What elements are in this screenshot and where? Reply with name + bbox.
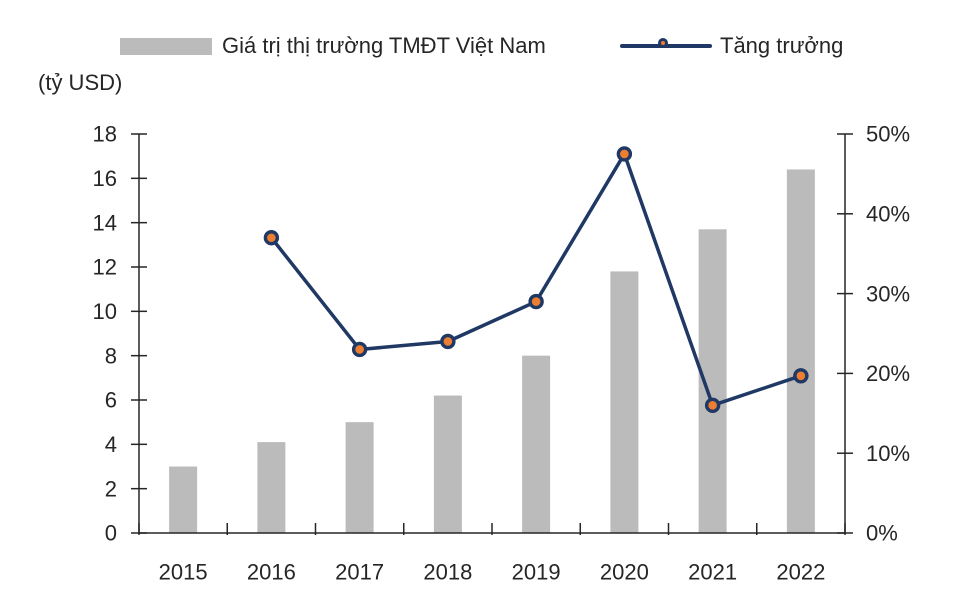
legend-bar-label: Giá trị thị trường TMĐT Việt Nam bbox=[222, 33, 546, 58]
bar-2019 bbox=[522, 355, 551, 533]
x-label-2019: 2019 bbox=[512, 560, 561, 585]
left-tick-label-0: 0 bbox=[105, 521, 117, 546]
x-label-2015: 2015 bbox=[159, 560, 208, 585]
right-tick-label-10%: 10% bbox=[866, 441, 910, 466]
right-tick-label-20%: 20% bbox=[866, 361, 910, 386]
marker-2019 bbox=[528, 293, 544, 310]
marker-2020 bbox=[616, 146, 633, 162]
bar-2020 bbox=[610, 271, 639, 533]
legend-bar-swatch bbox=[120, 38, 212, 55]
left-tick-label-12: 12 bbox=[93, 255, 117, 280]
right-tick-label-40%: 40% bbox=[866, 202, 910, 227]
x-label-2021: 2021 bbox=[688, 560, 737, 585]
marker-2021 bbox=[704, 397, 721, 414]
legend-item-market-value: Giá trị thị trường TMĐT Việt Nam bbox=[222, 33, 546, 59]
x-label-2017: 2017 bbox=[335, 560, 384, 585]
legend-line-swatch bbox=[620, 31, 712, 61]
x-label-2022: 2022 bbox=[776, 560, 825, 585]
legend-line-label: Tăng trưởng bbox=[720, 33, 844, 58]
x-label-2016: 2016 bbox=[247, 560, 296, 585]
legend-item-growth: Tăng trưởng bbox=[720, 33, 843, 59]
left-tick-label-2: 2 bbox=[105, 476, 117, 501]
marker-2022 bbox=[793, 368, 809, 384]
left-tick-label-8: 8 bbox=[105, 343, 117, 368]
marker-2018 bbox=[440, 333, 456, 350]
marker-2017 bbox=[351, 341, 368, 358]
x-label-2018: 2018 bbox=[423, 560, 472, 585]
left-tick-label-6: 6 bbox=[105, 388, 117, 413]
x-label-2020: 2020 bbox=[600, 560, 649, 585]
marker-2016 bbox=[263, 230, 280, 246]
bar-2018 bbox=[433, 395, 462, 533]
left-tick-label-16: 16 bbox=[93, 166, 117, 191]
bar-2015 bbox=[169, 466, 198, 533]
bar-2016 bbox=[257, 442, 286, 533]
left-tick-label-10: 10 bbox=[93, 299, 117, 324]
left-tick-label-18: 18 bbox=[93, 122, 117, 147]
legend-marker-icon bbox=[658, 38, 668, 48]
bar-2022 bbox=[786, 169, 815, 533]
right-tick-label-30%: 30% bbox=[866, 281, 910, 306]
right-tick-label-0%: 0% bbox=[866, 521, 898, 546]
left-tick-label-14: 14 bbox=[93, 210, 117, 235]
bar-2017 bbox=[345, 422, 374, 533]
left-tick-label-4: 4 bbox=[105, 432, 117, 457]
left-axis-title: (tỷ USD) bbox=[38, 70, 123, 95]
right-tick-label-50%: 50% bbox=[866, 122, 910, 147]
